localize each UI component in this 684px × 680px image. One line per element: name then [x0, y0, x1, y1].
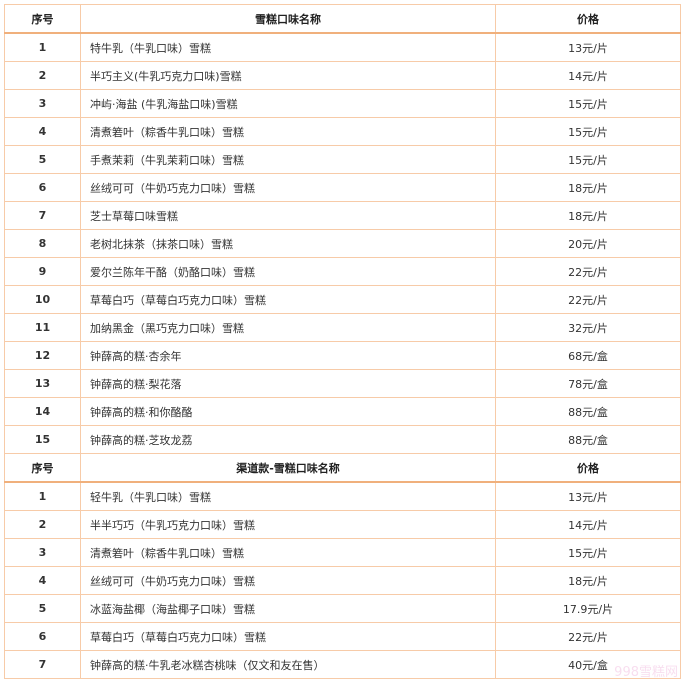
- flavor-name: 钟薛高的糕·牛乳老冰糕杏桃味（仅文和友在售）: [80, 650, 496, 679]
- flavor-name: 钟薛高的糕·梨花落: [80, 369, 496, 398]
- price: 13元/片: [495, 32, 681, 62]
- table-row: 11 加纳黑金（黑巧克力口味）雪糕 32元/片: [4, 313, 681, 342]
- flavor-name: 清煮箬叶（粽香牛乳口味）雪糕: [80, 538, 496, 567]
- price: 15元/片: [495, 89, 681, 118]
- row-number: 4: [4, 117, 81, 146]
- table-row: 7 钟薛高的糕·牛乳老冰糕杏桃味（仅文和友在售） 40元/盒: [4, 650, 681, 679]
- table-row: 5 冰蓝海盐椰（海盐椰子口味）雪糕 17.9元/片: [4, 594, 681, 623]
- table-row: 5 手煮茉莉（牛乳茉莉口味）雪糕 15元/片: [4, 145, 681, 174]
- price: 17.9元/片: [495, 594, 681, 623]
- flavor-name: 草莓白巧（草莓白巧克力口味）雪糕: [80, 622, 496, 651]
- price: 14元/片: [495, 510, 681, 539]
- price: 18元/片: [495, 201, 681, 230]
- flavor-name: 冲屿·海盐 (牛乳海盐口味)雪糕: [80, 89, 496, 118]
- flavor-name: 草莓白巧（草莓白巧克力口味）雪糕: [80, 285, 496, 314]
- header-row: 序号 渠道款-雪糕口味名称 价格: [4, 453, 681, 483]
- column-header: 雪糕口味名称: [80, 4, 496, 34]
- price: 68元/盒: [495, 341, 681, 370]
- row-number: 7: [4, 201, 81, 230]
- table-row: 9 爱尔兰陈年干酪（奶酪口味）雪糕 22元/片: [4, 257, 681, 286]
- row-number: 12: [4, 341, 81, 370]
- table-row: 8 老树北抹茶（抹茶口味）雪糕 20元/片: [4, 229, 681, 258]
- price: 22元/片: [495, 285, 681, 314]
- flavor-name: 丝绒可可（牛奶巧克力口味）雪糕: [80, 173, 496, 202]
- table-row: 7 芝士草莓口味雪糕 18元/片: [4, 201, 681, 230]
- column-header: 价格: [495, 453, 681, 483]
- price: 22元/片: [495, 622, 681, 651]
- table-row: 3 冲屿·海盐 (牛乳海盐口味)雪糕 15元/片: [4, 89, 681, 118]
- table-row: 14 钟薛高的糕·和你酪酪 88元/盒: [4, 397, 681, 426]
- row-number: 1: [4, 481, 81, 511]
- table-row: 12 钟薛高的糕·杏余年 68元/盒: [4, 341, 681, 370]
- price: 78元/盒: [495, 369, 681, 398]
- row-number: 9: [4, 257, 81, 286]
- flavor-name: 冰蓝海盐椰（海盐椰子口味）雪糕: [80, 594, 496, 623]
- table-row: 2 半巧主义(牛乳巧克力口味)雪糕 14元/片: [4, 61, 681, 90]
- table-row: 2 半半巧巧（牛乳巧克力口味）雪糕 14元/片: [4, 510, 681, 539]
- row-number: 3: [4, 89, 81, 118]
- flavor-name: 爱尔兰陈年干酪（奶酪口味）雪糕: [80, 257, 496, 286]
- table-row: 6 丝绒可可（牛奶巧克力口味）雪糕 18元/片: [4, 173, 681, 202]
- flavor-name: 芝士草莓口味雪糕: [80, 201, 496, 230]
- price-table: 序号 雪糕口味名称 价格 1 特牛乳（牛乳口味）雪糕 13元/片 2 半巧主义(牛乳巧克力口味…: [4, 4, 681, 679]
- flavor-name: 丝绒可可（牛奶巧克力口味）雪糕: [80, 566, 496, 595]
- row-number: 6: [4, 173, 81, 202]
- row-number: 1: [4, 32, 81, 62]
- column-header: 渠道款-雪糕口味名称: [80, 453, 496, 483]
- price: 88元/盒: [495, 397, 681, 426]
- row-number: 14: [4, 397, 81, 426]
- price: 88元/盒: [495, 425, 681, 454]
- table-row: 4 清煮箬叶（粽香牛乳口味）雪糕 15元/片: [4, 117, 681, 146]
- row-number: 13: [4, 369, 81, 398]
- column-header: 序号: [4, 4, 81, 34]
- column-header: 价格: [495, 4, 681, 34]
- price: 13元/片: [495, 481, 681, 511]
- flavor-name: 半巧主义(牛乳巧克力口味)雪糕: [80, 61, 496, 90]
- table-row: 4 丝绒可可（牛奶巧克力口味）雪糕 18元/片: [4, 566, 681, 595]
- row-number: 3: [4, 538, 81, 567]
- price: 15元/片: [495, 117, 681, 146]
- flavor-name: 半半巧巧（牛乳巧克力口味）雪糕: [80, 510, 496, 539]
- table-row: 3 清煮箬叶（粽香牛乳口味）雪糕 15元/片: [4, 538, 681, 567]
- table-row: 1 特牛乳（牛乳口味）雪糕 13元/片: [4, 32, 681, 62]
- flavor-name: 轻牛乳（牛乳口味）雪糕: [80, 481, 496, 511]
- price: 40元/盒: [495, 650, 681, 679]
- flavor-name: 钟薛高的糕·杏余年: [80, 341, 496, 370]
- price: 15元/片: [495, 538, 681, 567]
- price: 14元/片: [495, 61, 681, 90]
- table-row: 13 钟薛高的糕·梨花落 78元/盒: [4, 369, 681, 398]
- price: 20元/片: [495, 229, 681, 258]
- row-number: 8: [4, 229, 81, 258]
- flavor-name: 手煮茉莉（牛乳茉莉口味）雪糕: [80, 145, 496, 174]
- header-row: 序号 雪糕口味名称 价格: [4, 4, 681, 34]
- row-number: 5: [4, 145, 81, 174]
- price: 18元/片: [495, 566, 681, 595]
- price: 18元/片: [495, 173, 681, 202]
- row-number: 10: [4, 285, 81, 314]
- row-number: 2: [4, 510, 81, 539]
- table-row: 15 钟薛高的糕·芝玫龙荔 88元/盒: [4, 425, 681, 454]
- row-number: 4: [4, 566, 81, 595]
- table-row: 10 草莓白巧（草莓白巧克力口味）雪糕 22元/片: [4, 285, 681, 314]
- flavor-name: 特牛乳（牛乳口味）雪糕: [80, 32, 496, 62]
- flavor-name: 老树北抹茶（抹茶口味）雪糕: [80, 229, 496, 258]
- row-number: 11: [4, 313, 81, 342]
- flavor-name: 清煮箬叶（粽香牛乳口味）雪糕: [80, 117, 496, 146]
- row-number: 15: [4, 425, 81, 454]
- row-number: 6: [4, 622, 81, 651]
- price: 22元/片: [495, 257, 681, 286]
- row-number: 5: [4, 594, 81, 623]
- price: 15元/片: [495, 145, 681, 174]
- column-header: 序号: [4, 453, 81, 483]
- table-row: 6 草莓白巧（草莓白巧克力口味）雪糕 22元/片: [4, 622, 681, 651]
- price: 32元/片: [495, 313, 681, 342]
- flavor-name: 加纳黑金（黑巧克力口味）雪糕: [80, 313, 496, 342]
- table-row: 1 轻牛乳（牛乳口味）雪糕 13元/片: [4, 481, 681, 511]
- row-number: 2: [4, 61, 81, 90]
- flavor-name: 钟薛高的糕·和你酪酪: [80, 397, 496, 426]
- row-number: 7: [4, 650, 81, 679]
- flavor-name: 钟薛高的糕·芝玫龙荔: [80, 425, 496, 454]
- watermark: 998雪糕网: [614, 665, 678, 680]
